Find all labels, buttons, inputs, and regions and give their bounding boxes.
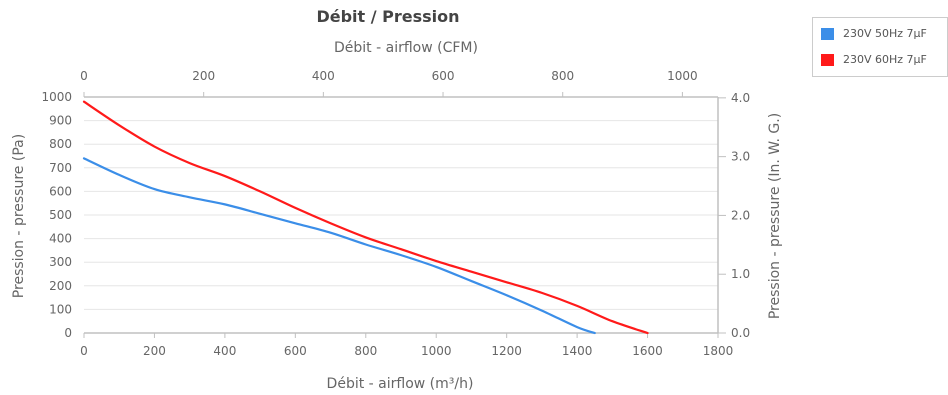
legend-label-60hz: 230V 60Hz 7µF [843,53,927,66]
x-tick-label: 1000 [421,344,452,358]
y2-axis-title: Pression - pressure (In. W. G.) [767,113,783,319]
y2-tick-label: 2.0 [731,208,750,222]
x2-tick-label: 1000 [667,69,698,83]
legend-label-50hz: 230V 50Hz 7µF [843,27,927,40]
x2-tick-label: 400 [312,69,335,83]
legend-swatch-60hz [821,53,834,66]
grid [84,96,718,334]
tick-labels: 0 100 200 300 400 500 600 700 800 900 1000 0 200 400 6… [41,69,750,358]
series-line-60hz [82,100,649,335]
legend: 230V 50Hz 7µF 230V 60Hz 7µF [812,17,948,77]
y2-tick-label: 1.0 [731,267,750,281]
y2-tick-label: 4.0 [731,91,750,105]
y-tick-label: 900 [49,114,72,128]
x-tick-label: 800 [354,344,377,358]
legend-item-60hz[interactable]: 230V 60Hz 7µF [821,53,927,66]
x2-tick-label: 200 [192,69,215,83]
x2-tick-label: 600 [432,69,455,83]
x2-axis-title: Débit - airflow (CFM) [334,40,478,56]
y-tick-label: 300 [49,255,72,269]
y-tick-label: 0 [64,326,72,340]
x-tick-label: 400 [213,344,236,358]
axes [83,92,726,338]
y-axis-title: Pression - pressure (Pa) [11,134,27,298]
y-tick-label: 500 [49,208,72,222]
legend-item-50hz[interactable]: 230V 50Hz 7µF [821,27,927,40]
x2-tick-label: 0 [80,69,88,83]
y-tick-label: 1000 [41,90,72,104]
series-line-50hz [82,157,596,335]
x-tick-label: 0 [80,344,88,358]
x-tick-label: 1400 [562,344,593,358]
y2-tick-label: 3.0 [731,150,750,164]
y-tick-label: 200 [49,279,72,293]
x-tick-label: 1800 [703,344,734,358]
y-tick-label: 400 [49,232,72,246]
legend-swatch-50hz [821,27,834,40]
x-tick-label: 1600 [632,344,663,358]
y-tick-label: 600 [49,184,72,198]
chart-title: Débit / Pression [316,7,459,26]
x2-tick-label: 800 [551,69,574,83]
x-tick-label: 1200 [491,344,522,358]
series-lines [82,100,649,335]
y-tick-label: 100 [49,302,72,316]
x-tick-label: 600 [284,344,307,358]
x-axis-title: Débit - airflow (m³/h) [327,376,474,392]
y2-tick-label: 0.0 [731,326,750,340]
y-tick-label: 700 [49,161,72,175]
x-tick-label: 200 [143,344,166,358]
y-tick-label: 800 [49,137,72,151]
